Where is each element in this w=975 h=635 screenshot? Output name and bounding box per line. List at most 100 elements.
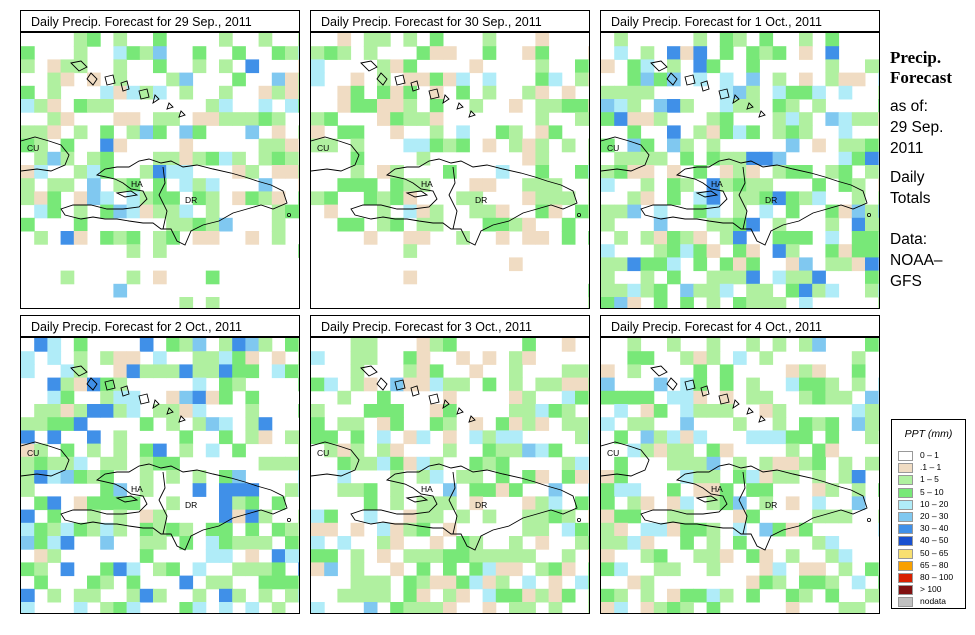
precip-cell [653, 231, 668, 245]
precip-cell [126, 602, 141, 613]
precip-cell [561, 417, 576, 431]
precip-cell [87, 470, 101, 484]
precip-cell [482, 430, 497, 445]
precip-cell [535, 588, 550, 603]
precip-cell [812, 456, 826, 471]
precip-cell [139, 536, 154, 550]
precip-cell [298, 46, 299, 60]
legend-swatch [898, 512, 913, 522]
precip-cell [522, 588, 536, 603]
precip-cell [601, 549, 615, 563]
precip-cell [21, 562, 35, 577]
precip-cell [403, 575, 418, 590]
precip-cell [719, 125, 734, 140]
precip-cell [100, 99, 114, 113]
precip-cell [812, 562, 826, 577]
precip-cell [403, 351, 418, 365]
precip-cell [482, 456, 497, 471]
precip-cell [746, 46, 760, 60]
precip-cell [733, 297, 747, 308]
precip-cell [245, 390, 260, 405]
precip-cell [258, 575, 273, 590]
precip-cell [640, 112, 655, 126]
precip-cell [34, 575, 48, 590]
precip-cell [126, 575, 141, 590]
precip-cell [139, 125, 154, 140]
cuba-coastline [21, 441, 70, 477]
precip-cell [838, 562, 853, 577]
precip-cell [443, 549, 457, 563]
precip-cell [47, 85, 62, 100]
precip-cell [785, 112, 800, 126]
precip-cell [653, 99, 668, 113]
precip-cell [706, 536, 721, 550]
precip-cell [390, 443, 404, 458]
precip-cell [667, 138, 681, 153]
precip-cell [548, 404, 563, 418]
forecast-panel-3: Daily Precip. Forecast for 1 Oct., 2011 … [600, 10, 880, 309]
precip-cell [232, 536, 246, 550]
precip-cell [350, 443, 365, 458]
precip-cell [535, 377, 550, 392]
precip-cell [667, 46, 681, 60]
precip-cell [746, 85, 760, 100]
precip-cell [601, 602, 615, 613]
precip-cell [733, 244, 747, 258]
precip-cell [640, 46, 655, 60]
precip-cell [245, 191, 260, 206]
precip-cell [693, 283, 708, 298]
precip-cell [733, 85, 747, 100]
precip-cell [153, 404, 167, 418]
precip-cell [73, 231, 88, 245]
bahamas-island [456, 407, 464, 415]
precip-cell [706, 112, 721, 126]
precip-cell [706, 151, 721, 166]
precip-cell [60, 270, 75, 285]
hispaniola-coastline [350, 463, 578, 551]
precip-cell [522, 404, 536, 418]
precip-cell [482, 562, 497, 577]
precip-cell [350, 85, 365, 100]
precip-cell [166, 191, 180, 206]
precip-cell [205, 443, 220, 458]
precip-cell [337, 125, 352, 140]
precip-cell [416, 112, 431, 126]
precip-cell [693, 257, 708, 272]
precip-cell [205, 99, 220, 113]
precip-cell [113, 112, 128, 126]
bahamas-island [166, 102, 174, 110]
precip-cell [627, 417, 642, 431]
precip-cell [785, 470, 800, 484]
bahamas-island [732, 94, 740, 105]
precip-cell [680, 430, 694, 445]
precip-cell [363, 575, 378, 590]
precip-cell [34, 562, 48, 577]
precip-cell [495, 562, 510, 577]
precip-cell [601, 165, 615, 179]
precip-cell [271, 456, 286, 471]
precip-cell [139, 443, 154, 458]
precip-cell [126, 390, 141, 405]
precip-cell [667, 443, 681, 458]
precip-cell [627, 390, 642, 405]
precip-cell [390, 522, 404, 537]
precip-cell [772, 575, 787, 590]
precip-cell [73, 191, 88, 206]
precip-cell [851, 351, 866, 365]
precip-cell [680, 456, 694, 471]
precip-cell [324, 377, 338, 392]
precip-cell [337, 456, 352, 471]
precip-cell [878, 575, 879, 590]
precip-cell [799, 390, 813, 405]
precip-cell [456, 125, 470, 140]
precip-cell [390, 99, 404, 113]
precip-cell [113, 138, 128, 153]
precip-cell [298, 549, 299, 563]
forecast-panel-1: Daily Precip. Forecast for 29 Sep., 2011… [20, 10, 300, 309]
precip-cell [838, 151, 853, 166]
precip-cell [575, 430, 589, 445]
precip-cell [429, 549, 444, 563]
precip-cell [535, 231, 550, 245]
precip-cell [47, 496, 62, 511]
bahamas-island [166, 407, 174, 415]
